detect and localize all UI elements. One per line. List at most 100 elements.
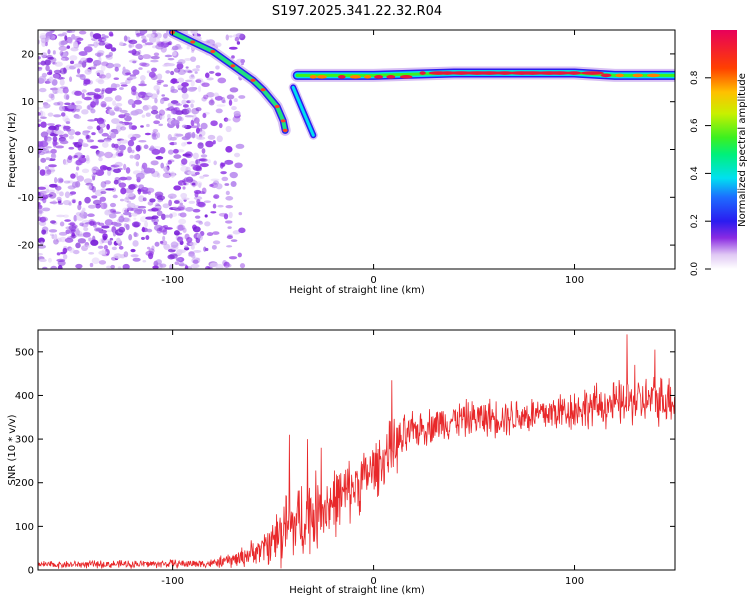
spectrogram-noise-cell <box>142 191 149 195</box>
spectrogram-noise-cell <box>163 33 168 39</box>
spectrogram-noise-cell <box>182 153 191 157</box>
spectrogram-noise-cell <box>75 166 80 171</box>
spectrogram-noise-cell <box>91 132 96 136</box>
spectrogram-noise-cell <box>150 55 160 60</box>
spectrogram-noise-cell <box>148 71 156 78</box>
spectrogram-frame <box>37 29 676 270</box>
spectrogram-noise-cell <box>195 159 199 165</box>
spectrogram-noise-cell <box>104 138 112 143</box>
spectrogram-noise-cell <box>197 80 201 84</box>
spectrogram-noise-cell <box>113 222 122 227</box>
spectrogram-noise-cell <box>122 211 132 216</box>
spectrogram-noise-cell <box>87 57 93 64</box>
spectrogram-noise-cell <box>118 226 126 233</box>
spectrogram-noise-cell <box>117 152 124 157</box>
spectrogram-noise-cell <box>213 195 218 199</box>
colorbar-label: Normalized spectral amplitude <box>737 73 748 227</box>
spectrogram-noise-cell <box>125 72 132 76</box>
spectrogram-noise-cell <box>45 150 54 154</box>
spectrogram-noise-cell <box>171 78 176 85</box>
spectrogram-noise-cell <box>41 207 51 212</box>
spectrogram-noise-cell <box>38 210 44 215</box>
spectrogram-hot-cell <box>419 71 426 75</box>
spectrogram-noise-cell <box>113 143 119 149</box>
spectrogram-noise-cell <box>162 235 166 241</box>
spectrogram-noise-cell <box>130 125 138 130</box>
spectrogram-noise-cell <box>83 227 89 232</box>
spectrogram-noise-cell <box>77 238 86 244</box>
spectrogram-noise-cell <box>220 162 226 167</box>
spectrogram-noise-cell <box>223 265 229 269</box>
spectrogram-noise-cell <box>65 226 73 230</box>
spectrogram-noise-cell <box>47 112 54 117</box>
spectrogram-noise-cell <box>125 192 135 197</box>
spectrogram-noise-cell <box>190 119 195 127</box>
spectrogram-noise-cell <box>179 202 184 206</box>
spectrogram-noise-cell <box>137 55 144 59</box>
spectrogram-noise-cell <box>100 202 108 210</box>
spectrogram-noise-cell <box>53 238 59 245</box>
spectrogram-noise-cell <box>68 224 77 231</box>
spectrogram-noise-cell <box>60 112 66 117</box>
spectrogram-noise-cell <box>198 182 202 189</box>
colorbar-tick-label: 0.6 <box>690 118 700 133</box>
spectrogram-noise-cell <box>187 86 197 92</box>
spectrogram-noise-cell <box>139 75 146 81</box>
spectrogram-noise-cell <box>38 237 45 244</box>
spectrogram-hot-cell <box>260 88 266 92</box>
spectrogram-noise-cell <box>75 263 83 269</box>
spectrogram-noise-cell <box>159 240 164 244</box>
spectrogram-noise-cell <box>150 160 159 166</box>
spectrogram-noise-cell <box>65 56 69 61</box>
spectrogram-noise-cell <box>147 191 151 195</box>
spectrogram-noise-cell <box>99 123 105 128</box>
spectrogram-noise-cell <box>146 123 150 128</box>
spectrogram-noise-cell <box>45 166 49 170</box>
spectrogram-noise-cell <box>111 118 120 125</box>
spectrogram-noise-cell <box>70 173 76 179</box>
spectrogram-noise-cell <box>86 105 91 110</box>
spectrogram-traces <box>167 30 675 140</box>
spectrogram-noise-cell <box>88 204 96 209</box>
spectrogram-hot-cell <box>250 78 256 82</box>
spectrogram-noise-cell <box>51 234 55 239</box>
spectrogram-noise-cell <box>98 156 103 162</box>
spectrogram-noise-cell <box>128 43 135 48</box>
spectrogram-noise-cell <box>175 133 184 137</box>
spectrogram-noise-cell <box>99 238 104 245</box>
spectrogram-noise-cell <box>224 183 230 186</box>
spectrogram-noise-cell <box>75 115 82 120</box>
spectrogram-noise-cell <box>114 107 123 112</box>
spectrogram-noise-cell <box>190 103 194 108</box>
snr-xtick-label: 100 <box>565 576 584 587</box>
spectrogram-noise-cell <box>88 91 95 95</box>
spectrogram-noise-cell <box>196 136 206 140</box>
spectrogram-noise-cell <box>82 130 89 136</box>
spectrogram-noise-cell <box>71 34 76 40</box>
spectrogram-noise-cell <box>123 251 129 258</box>
spectrogram-noise-cell <box>48 164 57 168</box>
spectrogram-noise-cell <box>114 66 119 72</box>
spectrogram-noise-cell <box>112 194 118 199</box>
spectrogram-noise-cell <box>97 50 105 55</box>
spectrogram-ylabel: Frequency (Hz) <box>7 112 18 188</box>
spectrogram-noise-cell <box>227 226 232 229</box>
spectrogram-noise-cell <box>118 182 127 188</box>
spectrogram-noise-cell <box>101 38 107 42</box>
spectrogram-noise-cell <box>181 158 188 165</box>
spectrogram-noise-cell <box>189 242 198 246</box>
spectrogram-hot-cell <box>600 73 612 78</box>
spectrogram-noise-cell <box>131 149 135 154</box>
spectrogram-noise-cell <box>191 131 196 139</box>
spectrogram-noise-cell <box>50 265 58 269</box>
spectrogram-noise-cell <box>162 225 169 229</box>
spectrogram-noise-cell <box>101 75 110 80</box>
spectrogram-ytick-label: 0 <box>28 145 34 156</box>
spectrogram-noise-cell <box>133 217 137 220</box>
spectrogram-noise-cell <box>223 261 230 268</box>
spectrogram-noise-cell <box>38 195 43 201</box>
spectrogram-noise-cell <box>57 260 66 266</box>
spectrogram-noise-cell <box>149 198 156 203</box>
spectrogram-noise-cell <box>185 66 189 69</box>
spectrogram-noise-cell <box>40 131 49 138</box>
